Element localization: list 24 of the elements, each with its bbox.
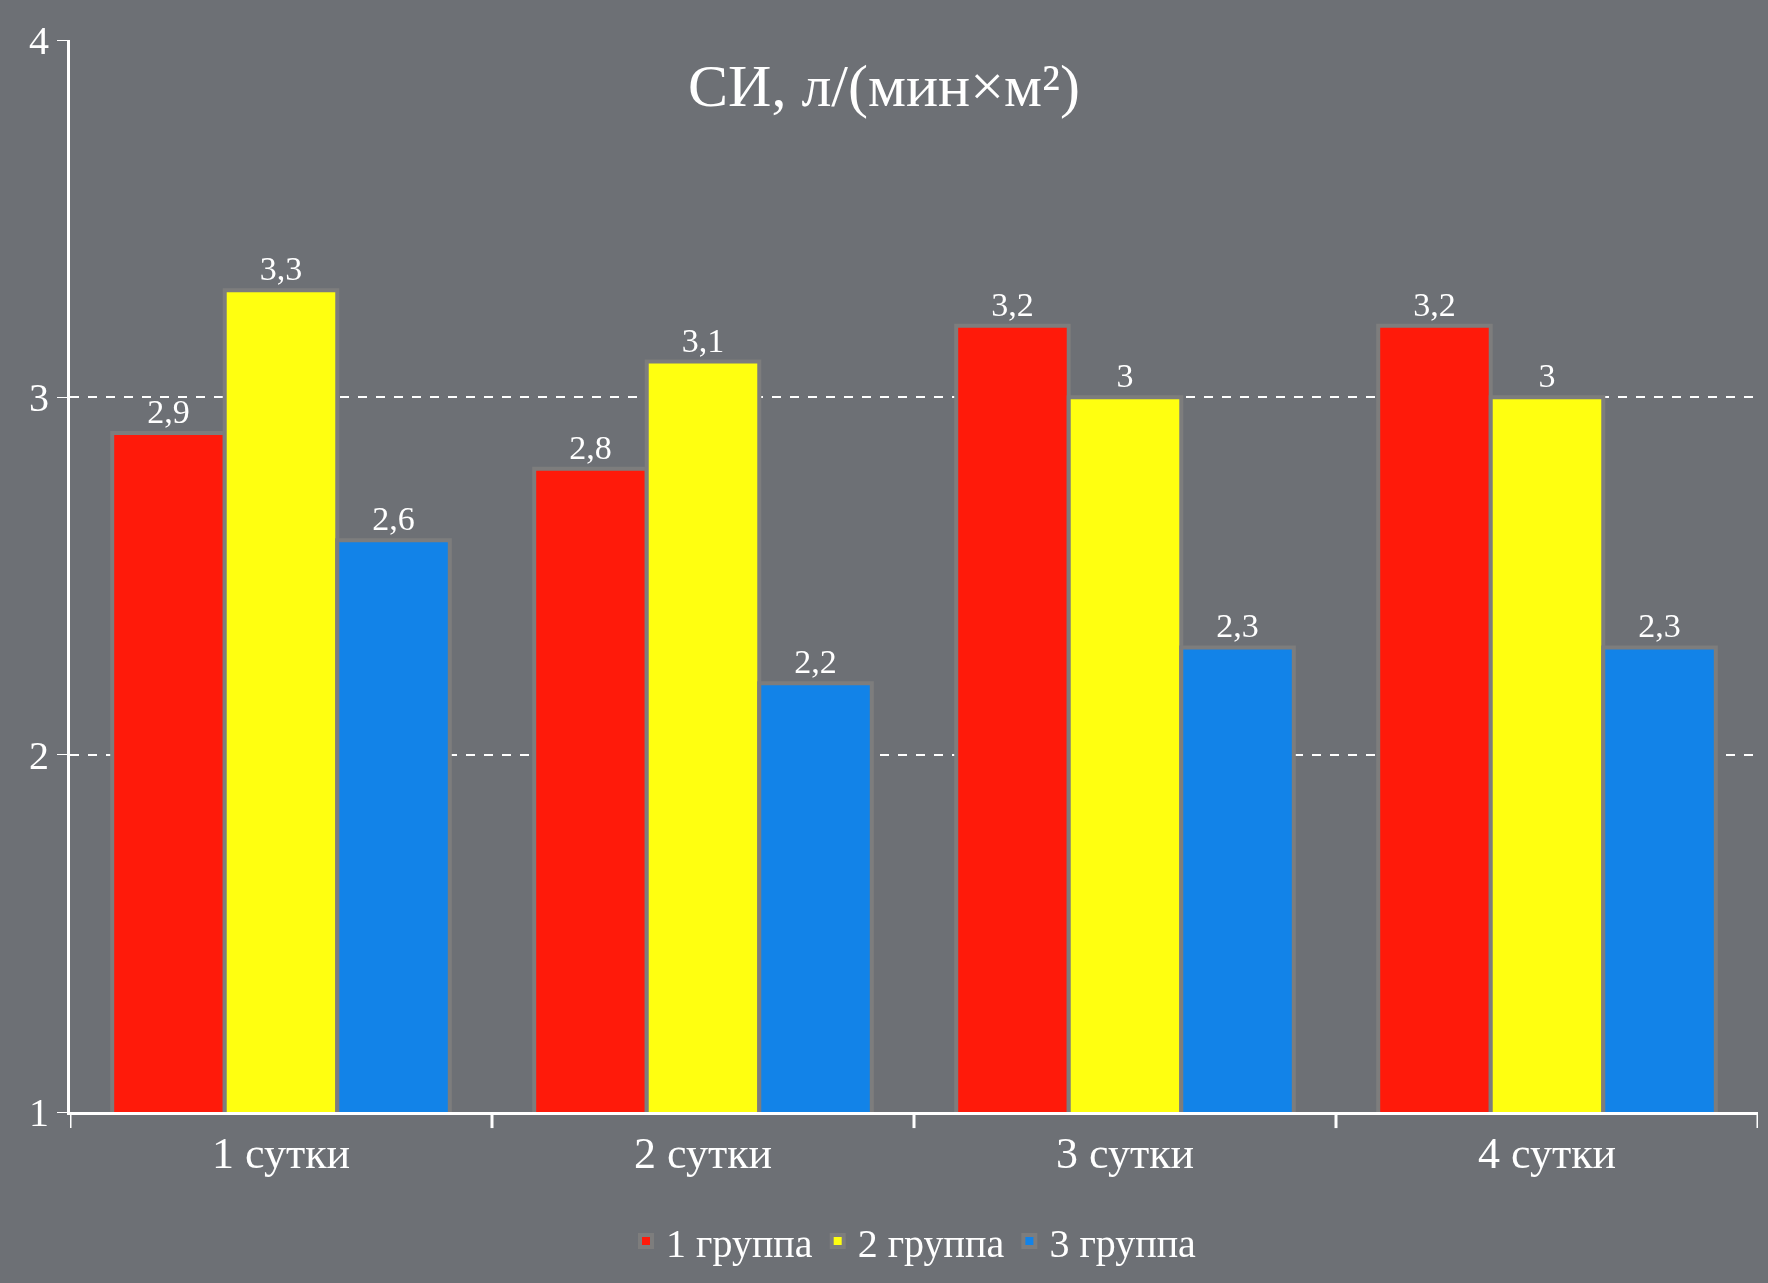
legend-label: 1 группа [666, 1220, 813, 1266]
y-tick-label: 1 [29, 1090, 49, 1135]
data-label: 2,2 [794, 643, 837, 681]
data-label: 2,3 [1216, 607, 1259, 645]
data-label: 3 [1538, 357, 1556, 395]
y-tick-label: 3 [29, 375, 49, 421]
x-tick-label: 4 сутки [1477, 1128, 1617, 1178]
data-label: 2,6 [372, 500, 415, 538]
chart-title: СИ, л/(мин×м²) [688, 53, 1080, 120]
y-tick-label: 4 [29, 18, 49, 63]
x-tick-label: 2 сутки [633, 1128, 773, 1178]
x-tick-label: 1 сутки [211, 1128, 351, 1178]
data-label: 2,9 [147, 393, 190, 431]
data-label: 3,2 [991, 285, 1034, 323]
data-label: 3,3 [259, 250, 303, 288]
x-tick-label: 3 сутки [1055, 1128, 1195, 1178]
data-label: 3,1 [681, 321, 725, 359]
data-label: 3 [1116, 357, 1134, 395]
data-label: 2,8 [569, 428, 612, 466]
legend-label: 2 группа [857, 1220, 1005, 1266]
data-label: 3,2 [1413, 285, 1456, 323]
y-tick-label: 2 [29, 732, 49, 778]
legend-label: 3 группа [1049, 1220, 1197, 1266]
data-label: 2,3 [1638, 607, 1681, 645]
